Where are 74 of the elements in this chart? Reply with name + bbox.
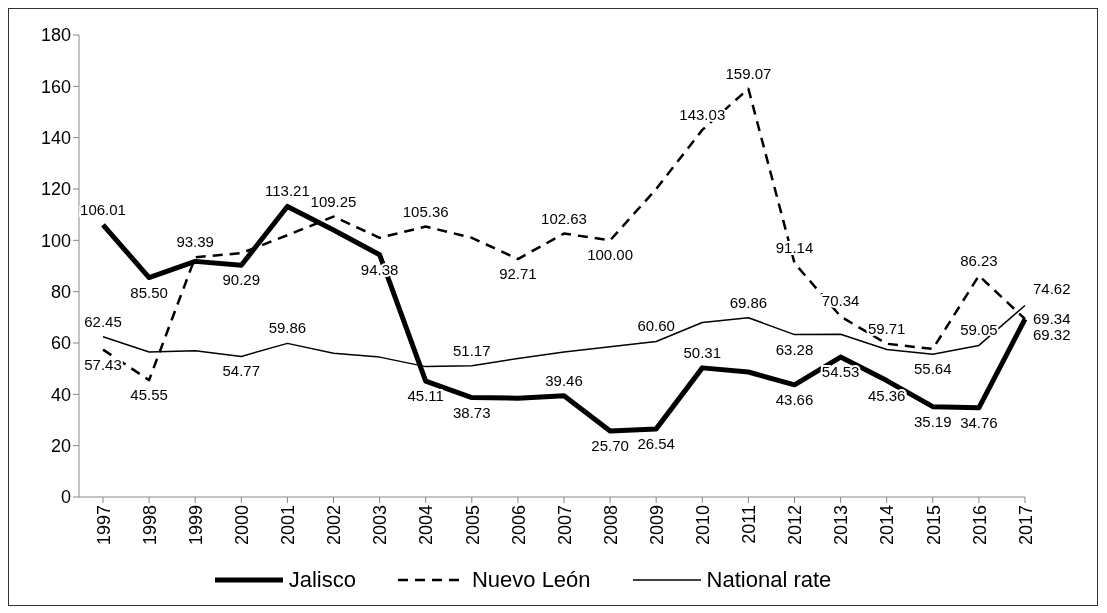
y-tick-label: 160 <box>40 76 71 97</box>
x-tick-label: 2009 <box>646 505 667 546</box>
x-tick-label: 2002 <box>324 505 345 546</box>
y-tick-label: 180 <box>40 25 71 46</box>
data-label: 70.34 <box>821 292 860 310</box>
data-label: 106.01 <box>80 200 126 218</box>
data-label: 39.46 <box>545 371 583 389</box>
data-label: 59.05 <box>960 321 998 339</box>
x-tick-label: 1997 <box>93 505 114 546</box>
data-label: 69.34 <box>1033 310 1071 328</box>
x-tick-label: 2013 <box>831 505 852 546</box>
legend-label: National rate <box>705 567 832 593</box>
x-tick-label: 2017 <box>1015 505 1036 546</box>
x-tick-label: 2008 <box>600 505 621 546</box>
x-tick-label: 2015 <box>923 505 944 546</box>
data-label: 113.21 <box>265 182 310 200</box>
y-tick-label: 20 <box>50 436 71 457</box>
y-tick-label: 140 <box>40 128 71 149</box>
x-tick-label: 2010 <box>693 505 714 546</box>
y-tick-label: 0 <box>60 487 71 508</box>
data-label: 69.86 <box>729 293 768 311</box>
data-label: 62.45 <box>84 312 122 330</box>
data-label: 43.66 <box>775 390 814 408</box>
x-tick-label: 2016 <box>969 505 990 546</box>
data-label: 25.70 <box>591 437 629 455</box>
x-tick-label: 2012 <box>785 505 806 546</box>
data-label: 35.19 <box>914 412 952 430</box>
y-tick-label: 40 <box>50 384 71 405</box>
data-label: 85.50 <box>130 283 168 301</box>
data-label: 63.28 <box>775 340 814 358</box>
y-tick-label: 80 <box>50 282 71 303</box>
data-label: 26.54 <box>637 434 675 452</box>
x-tick-label: 2003 <box>370 505 391 546</box>
data-label: 109.25 <box>310 192 357 210</box>
y-tick-label: 100 <box>40 230 71 251</box>
x-tick-label: 1999 <box>185 505 206 546</box>
data-label: 102.63 <box>541 209 587 227</box>
data-label: 34.76 <box>960 413 998 431</box>
data-label: 90.29 <box>222 271 261 289</box>
y-tick-label: 120 <box>40 179 71 200</box>
data-label: 143.03 <box>679 105 726 123</box>
data-label: 91.14 <box>775 239 814 257</box>
data-label: 57.43 <box>84 355 122 373</box>
data-label: 45.11 <box>407 387 444 405</box>
x-tick-label: 2007 <box>554 505 575 546</box>
x-tick-label: 2011 <box>739 505 760 544</box>
x-tick-label: 2004 <box>416 505 437 546</box>
x-tick-label: 2005 <box>462 505 483 546</box>
data-label: 45.55 <box>130 386 168 404</box>
x-tick-label: 2000 <box>232 505 253 546</box>
data-label: 105.36 <box>402 202 449 220</box>
data-label: 45.36 <box>867 386 906 404</box>
data-label: 159.07 <box>725 64 772 82</box>
data-label: 69.32 <box>1033 326 1071 344</box>
data-label: 55.64 <box>914 360 952 378</box>
data-label: 59.71 <box>867 319 906 337</box>
data-label: 93.39 <box>176 233 214 251</box>
data-label: 100.00 <box>587 246 634 264</box>
x-tick-label: 2014 <box>877 505 898 546</box>
x-tick-label: 1998 <box>139 505 160 546</box>
data-label: 86.23 <box>960 251 998 269</box>
data-label: 74.62 <box>1033 280 1071 298</box>
x-tick-label: 2006 <box>508 505 529 546</box>
data-label: 59.86 <box>268 319 307 337</box>
data-label: 51.17 <box>453 341 491 359</box>
data-label: 92.71 <box>499 265 537 283</box>
x-tick-label: 2001 <box>278 505 299 546</box>
legend-label: Jalisco <box>287 567 356 593</box>
data-label: 50.31 <box>683 343 722 361</box>
data-label: 60.60 <box>637 317 675 335</box>
legend-label: Nuevo León <box>470 567 591 593</box>
data-label: 54.77 <box>222 362 261 380</box>
y-tick-label: 60 <box>50 333 71 354</box>
data-label: 38.73 <box>453 403 491 421</box>
